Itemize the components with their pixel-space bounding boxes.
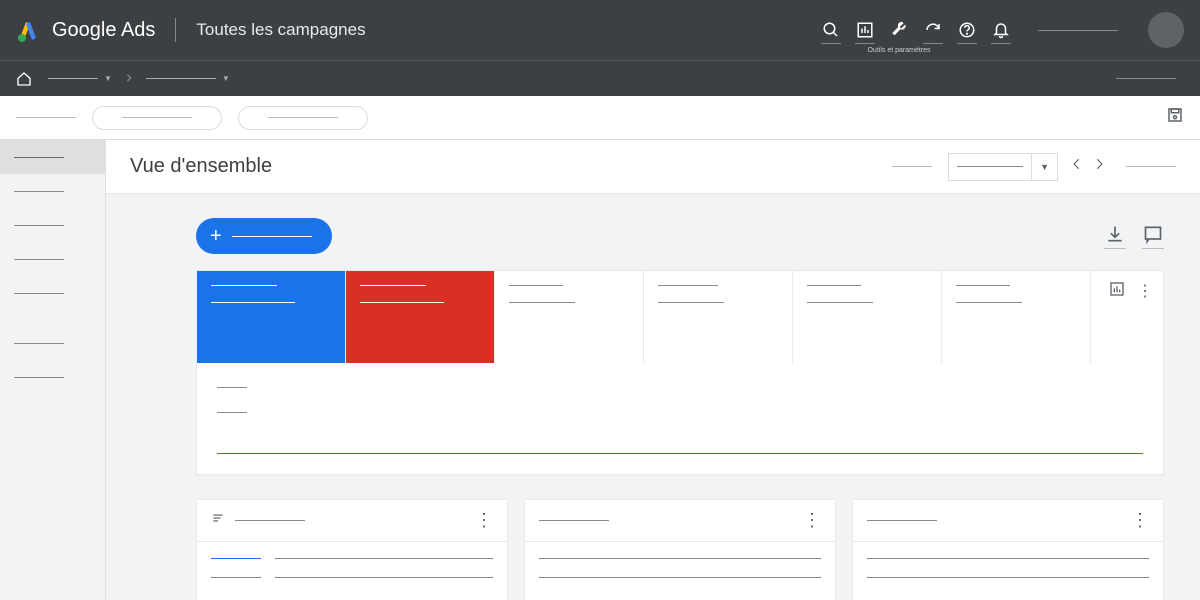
date-prev-icon[interactable] <box>1070 157 1084 176</box>
summary-card-1: ⋮ <box>196 499 508 600</box>
sidebar-nav <box>0 140 106 600</box>
list-item <box>867 577 1149 578</box>
download-icon[interactable] <box>1104 224 1126 249</box>
header-tools: Outils et paramètres <box>814 10 1018 50</box>
home-icon[interactable] <box>16 71 32 87</box>
page-header: Vue d'ensemble ▼ <box>106 140 1200 194</box>
chart-baseline <box>217 453 1143 454</box>
metric-tile-3[interactable] <box>495 271 644 363</box>
account-placeholder <box>1038 30 1118 31</box>
metric-tile-1[interactable] <box>197 271 346 363</box>
scroll-body: + <box>106 194 1200 600</box>
summary-card-2: ⋮ <box>524 499 836 600</box>
search-icon[interactable] <box>814 10 848 50</box>
logo[interactable]: Google Ads <box>16 18 155 42</box>
crumb-separator <box>124 70 134 88</box>
tools-settings-icon[interactable]: Outils et paramètres <box>882 10 916 50</box>
metric-tile-4[interactable] <box>644 271 793 363</box>
divider <box>175 18 176 42</box>
list-item <box>539 558 821 559</box>
filter-label <box>16 117 76 118</box>
content-area: Vue d'ensemble ▼ + <box>106 140 1200 600</box>
refresh-icon[interactable] <box>916 10 950 50</box>
summary-cards-row: ⋮ ⋮ <box>196 499 1164 600</box>
chart-options-icon[interactable] <box>1109 281 1125 302</box>
notifications-icon[interactable] <box>984 10 1018 50</box>
date-range-select[interactable]: ▼ <box>948 153 1058 181</box>
header-right-placeholder <box>1126 166 1176 167</box>
metric-tile-5[interactable] <box>793 271 942 363</box>
metrics-card: ⋮ <box>196 270 1164 475</box>
summary-card-3: ⋮ <box>852 499 1164 600</box>
date-next-icon[interactable] <box>1092 157 1106 176</box>
sort-icon[interactable] <box>211 511 225 530</box>
filter-pill-2[interactable] <box>238 106 368 130</box>
reports-icon[interactable] <box>848 10 882 50</box>
plus-icon: + <box>210 225 222 248</box>
sidebar-item-2[interactable] <box>0 174 105 208</box>
crumb-level-2[interactable]: ▼ <box>138 74 238 83</box>
app-header: Google Ads Toutes les campagnes Outils e… <box>0 0 1200 60</box>
list-item <box>867 558 1149 559</box>
sidebar-item-5[interactable] <box>0 276 105 310</box>
avatar[interactable] <box>1148 12 1184 48</box>
sidebar-item-6[interactable] <box>0 326 105 360</box>
card-more-icon[interactable]: ⋮ <box>475 510 493 531</box>
sidebar-item-7[interactable] <box>0 360 105 394</box>
new-campaign-button[interactable]: + <box>196 218 332 254</box>
list-item <box>539 577 821 578</box>
sidebar-item-overview[interactable] <box>0 140 105 174</box>
card-more-icon[interactable]: ⋮ <box>803 510 821 531</box>
more-icon[interactable]: ⋮ <box>1137 281 1153 302</box>
metric-tile-2[interactable] <box>346 271 495 363</box>
filter-pill-1[interactable] <box>92 106 222 130</box>
sidebar-item-3[interactable] <box>0 208 105 242</box>
main-layout: Vue d'ensemble ▼ + <box>0 140 1200 600</box>
help-icon[interactable] <box>950 10 984 50</box>
crumb-level-1[interactable]: ▼ <box>40 74 120 83</box>
card-more-icon[interactable]: ⋮ <box>1131 510 1149 531</box>
header-placeholder <box>892 166 932 167</box>
scope-breadcrumb[interactable]: Toutes les campagnes <box>196 20 365 40</box>
metric-tile-6[interactable] <box>942 271 1091 363</box>
list-item[interactable] <box>211 558 493 559</box>
metrics-tiles: ⋮ <box>197 271 1163 363</box>
list-item[interactable] <box>211 577 493 578</box>
product-name: Google Ads <box>52 19 155 42</box>
google-ads-logo-icon <box>16 18 40 42</box>
save-view-icon[interactable] <box>1166 106 1184 129</box>
chart-area <box>197 363 1163 474</box>
nav-subheader: ▼ ▼ <box>0 60 1200 96</box>
page-title: Vue d'ensemble <box>130 155 272 178</box>
filter-bar <box>0 96 1200 140</box>
subheader-right <box>1116 78 1176 79</box>
sidebar-item-4[interactable] <box>0 242 105 276</box>
feedback-icon[interactable] <box>1142 224 1164 249</box>
